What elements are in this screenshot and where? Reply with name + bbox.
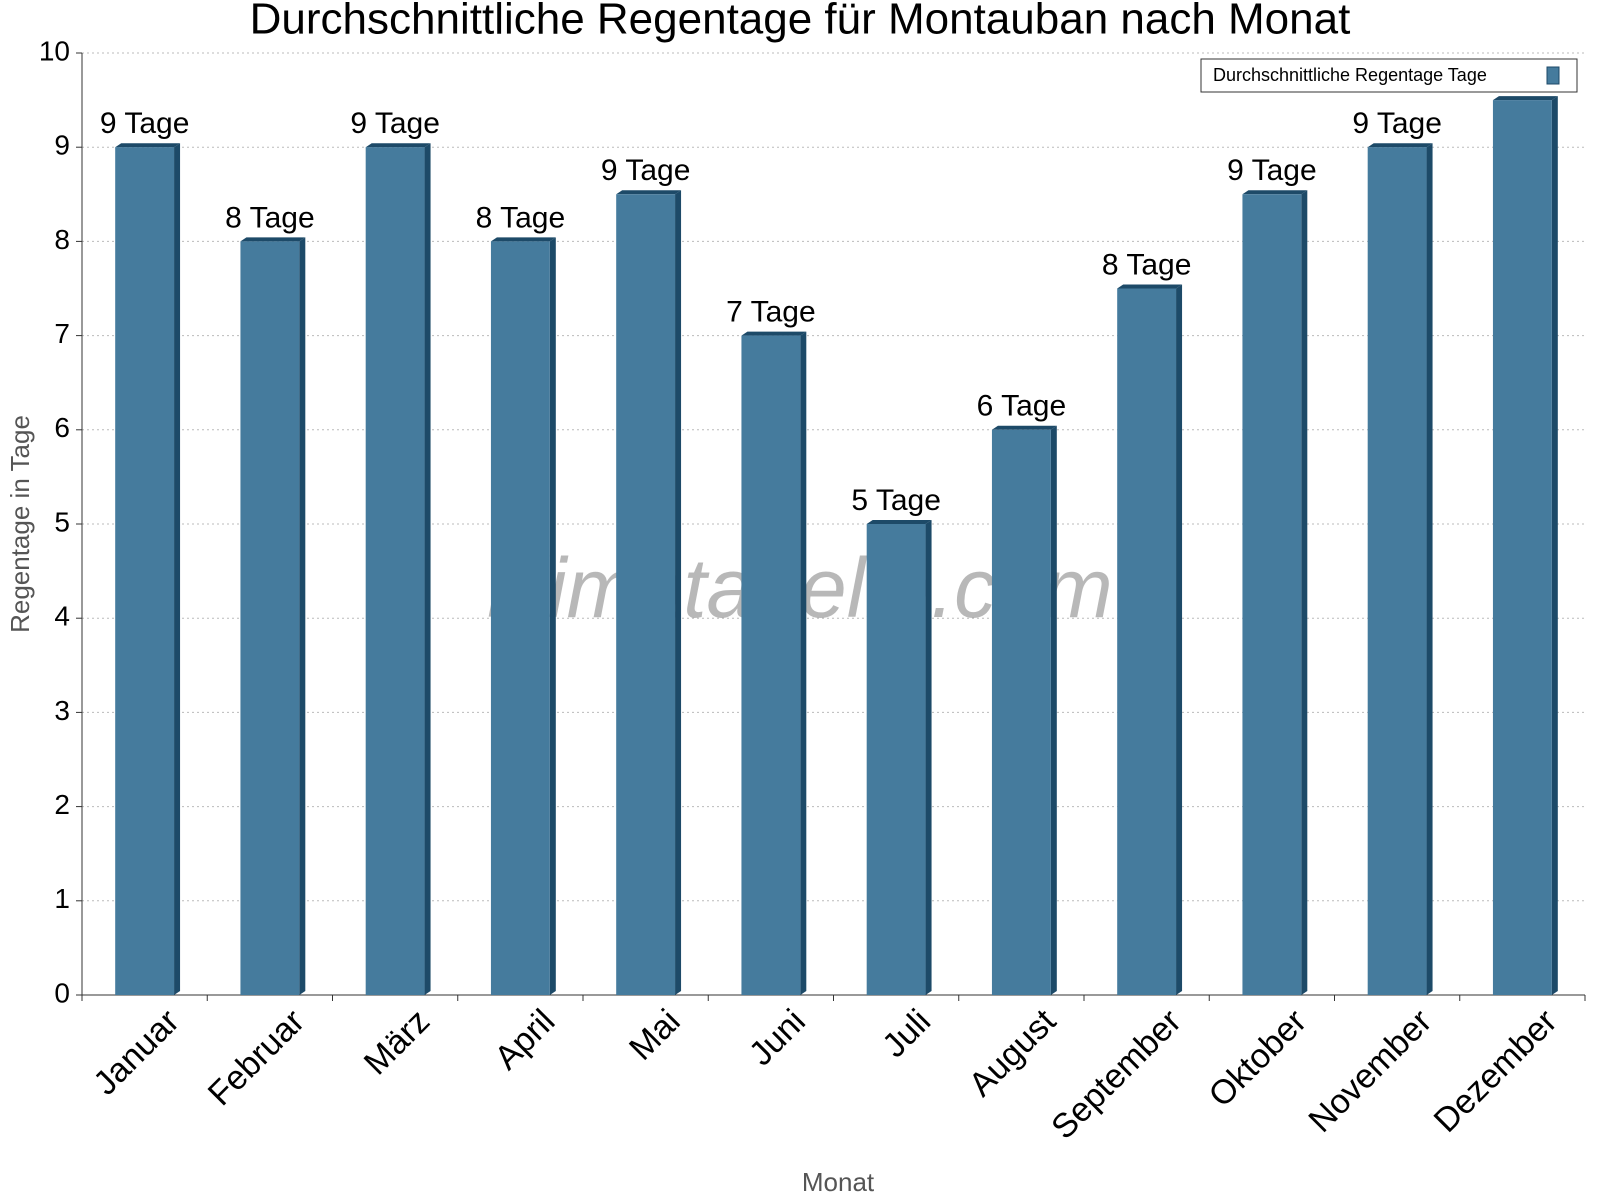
value-label: 9 Tage	[350, 107, 440, 140]
y-tick-label: 8	[54, 224, 70, 255]
x-tick-label: Oktober	[1201, 1002, 1313, 1114]
bar-side	[925, 520, 932, 995]
bar	[866, 524, 926, 995]
value-label: 9 Tage	[601, 154, 691, 187]
value-label: 9 Tage	[1352, 107, 1442, 140]
y-tick-label: 10	[39, 35, 70, 66]
bar-side	[174, 143, 181, 995]
legend-label: Durchschnittliche Regentage Tage	[1213, 65, 1487, 85]
y-tick-label: 0	[54, 977, 70, 1008]
y-tick-label: 9	[54, 130, 70, 161]
bar-side	[1426, 143, 1433, 995]
bar	[240, 241, 300, 995]
value-label: 8 Tage	[225, 201, 315, 234]
value-label: 9 Tage	[1227, 154, 1317, 187]
bar-side	[549, 237, 556, 995]
bar-top	[616, 190, 682, 195]
bar-side	[424, 143, 431, 995]
y-tick-label: 6	[54, 412, 70, 443]
x-tick-label: Dezember	[1427, 1002, 1565, 1140]
y-tick-label: 5	[54, 506, 70, 537]
bar-top	[741, 331, 807, 336]
chart-title: Durchschnittliche Regentage für Montauba…	[250, 0, 1351, 44]
x-tick-label: September	[1044, 1002, 1188, 1146]
value-label: 8 Tage	[476, 201, 566, 234]
x-tick-label: März	[357, 1002, 437, 1082]
legend-swatch	[1546, 66, 1560, 85]
bar-side	[1551, 96, 1558, 996]
bar-top	[365, 143, 431, 148]
bar	[1492, 100, 1552, 996]
bar-top	[115, 143, 181, 148]
bar-side	[1176, 284, 1183, 995]
bar-top	[490, 237, 556, 242]
bar-top	[991, 425, 1057, 430]
bar	[1117, 288, 1177, 995]
x-axis-label: Monat	[802, 1167, 875, 1197]
value-label: 9 Tage	[100, 107, 190, 140]
x-tick-label: November	[1301, 1002, 1439, 1140]
bar-side	[675, 190, 682, 996]
y-tick-label: 1	[54, 883, 70, 914]
x-tick-label: April	[487, 1002, 562, 1077]
bar	[1242, 194, 1302, 996]
y-tick-label: 7	[54, 318, 70, 349]
y-axis-label: Regentage in Tage	[5, 415, 35, 633]
y-tick-label: 4	[54, 601, 70, 632]
bar	[490, 241, 550, 995]
bar-top	[1117, 284, 1183, 289]
bar-top	[1367, 143, 1433, 148]
bar-side	[1301, 190, 1308, 996]
bar-top	[866, 520, 932, 524]
value-label: 7 Tage	[726, 296, 816, 329]
x-tick-label: Februar	[201, 1002, 312, 1113]
y-tick-label: 2	[54, 789, 70, 820]
bar	[616, 194, 676, 996]
bar-top	[1242, 190, 1308, 195]
x-tick-label: Juli	[875, 1002, 938, 1065]
legend: Durchschnittliche Regentage Tage	[1200, 58, 1578, 93]
value-label: 8 Tage	[1102, 248, 1192, 281]
bar	[1367, 147, 1427, 995]
bar-top	[240, 237, 306, 242]
bar-side	[800, 331, 807, 996]
value-label: 5 Tage	[851, 484, 941, 517]
bar	[115, 147, 175, 995]
bar	[991, 429, 1051, 995]
bar-side	[1050, 425, 1057, 995]
value-label: 6 Tage	[977, 390, 1067, 423]
legend-box	[1200, 58, 1578, 93]
x-tick-label: Mai	[622, 1002, 688, 1068]
bar	[365, 147, 425, 995]
x-tick-label: Juni	[742, 1002, 813, 1073]
bar-side	[299, 237, 306, 995]
bar-top	[1492, 96, 1558, 101]
x-tick-label: August	[962, 1002, 1064, 1104]
y-tick-label: 3	[54, 695, 70, 726]
bar	[741, 335, 801, 996]
x-tick-label: Januar	[86, 1002, 186, 1102]
